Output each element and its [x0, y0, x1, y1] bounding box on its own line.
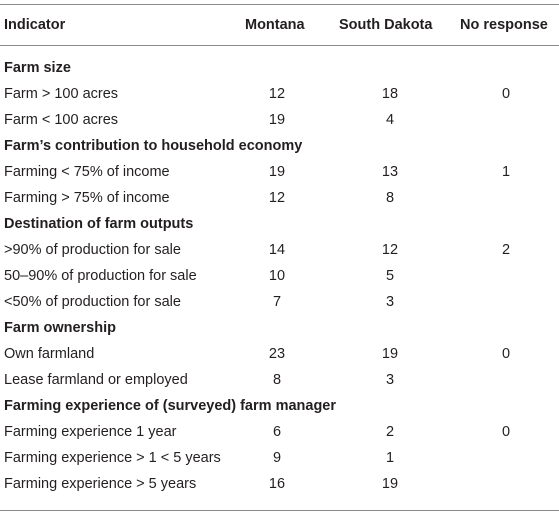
section-title: Farming experience of (surveyed) farm ma…: [4, 398, 337, 414]
montana-cell: 14: [268, 242, 286, 258]
header-south-dakota: South Dakota: [339, 17, 433, 33]
section-title: Farm’s contribution to household economy: [4, 138, 303, 154]
header-indicator: Indicator: [4, 17, 66, 33]
table-bottom-rule: [0, 510, 559, 511]
no-response-cell: 0: [501, 86, 511, 102]
south-dakota-cell: 8: [385, 190, 395, 206]
montana-cell: 7: [272, 294, 282, 310]
indicator-cell: Farm > 100 acres: [4, 86, 119, 102]
table-row: 50–90% of production for sale 10 5: [0, 263, 559, 289]
table-row: Farming > 75% of income 12 8: [0, 185, 559, 211]
south-dakota-cell: 13: [381, 164, 399, 180]
table-row: >90% of production for sale 14 12 2: [0, 237, 559, 263]
indicator-cell: Own farmland: [4, 346, 95, 362]
no-response-cell: 0: [501, 346, 511, 362]
no-response-cell: 0: [501, 424, 511, 440]
indicator-cell: Farming < 75% of income: [4, 164, 170, 180]
section-header-row: Farm size: [0, 55, 559, 81]
montana-cell: 19: [268, 164, 286, 180]
table-row: <50% of production for sale 7 3: [0, 289, 559, 315]
no-response-cell: 2: [501, 242, 511, 258]
montana-cell: 8: [272, 372, 282, 388]
table-top-rule: [0, 4, 559, 5]
section-title: Farm size: [4, 60, 71, 76]
indicator-cell: Farming experience > 5 years: [4, 476, 197, 492]
indicator-cell: <50% of production for sale: [4, 294, 181, 310]
table-row: Farming experience 1 year 6 2 0: [0, 419, 559, 445]
indicator-cell: Farming experience > 1 < 5 years: [4, 450, 221, 466]
table-row: Farm > 100 acres 12 18 0: [0, 81, 559, 107]
table-row: Farm < 100 acres 19 4: [0, 107, 559, 133]
header-rule: [0, 45, 559, 46]
montana-cell: 23: [268, 346, 286, 362]
section-header-row: Farm ownership: [0, 315, 559, 341]
section-title: Farm ownership: [4, 320, 116, 336]
section-header-row: Farming experience of (surveyed) farm ma…: [0, 393, 559, 419]
table-row: Farming experience > 5 years 16 19: [0, 471, 559, 497]
south-dakota-cell: 18: [381, 86, 399, 102]
montana-cell: 19: [268, 112, 286, 128]
south-dakota-cell: 3: [385, 294, 395, 310]
montana-cell: 12: [268, 190, 286, 206]
indicator-cell: Farming > 75% of income: [4, 190, 170, 206]
table-row: Own farmland 23 19 0: [0, 341, 559, 367]
montana-cell: 12: [268, 86, 286, 102]
south-dakota-cell: 12: [381, 242, 399, 258]
table-row: Farming experience > 1 < 5 years 9 1: [0, 445, 559, 471]
south-dakota-cell: 19: [381, 346, 399, 362]
montana-cell: 16: [268, 476, 286, 492]
section-title: Destination of farm outputs: [4, 216, 194, 232]
table-row: Lease farmland or employed 8 3: [0, 367, 559, 393]
indicator-cell: 50–90% of production for sale: [4, 268, 197, 284]
table-row: Farming < 75% of income 19 13 1: [0, 159, 559, 185]
montana-cell: 6: [272, 424, 282, 440]
header-montana: Montana: [245, 17, 305, 33]
south-dakota-cell: 1: [385, 450, 395, 466]
no-response-cell: 1: [501, 164, 511, 180]
montana-cell: 10: [268, 268, 286, 284]
indicator-cell: Farm < 100 acres: [4, 112, 119, 128]
table-header-row: Indicator Montana South Dakota No respon…: [0, 5, 559, 45]
south-dakota-cell: 2: [385, 424, 395, 440]
indicator-cell: >90% of production for sale: [4, 242, 181, 258]
header-no-response: No response: [460, 17, 548, 33]
south-dakota-cell: 19: [381, 476, 399, 492]
indicator-cell: Lease farmland or employed: [4, 372, 188, 388]
south-dakota-cell: 4: [385, 112, 395, 128]
montana-cell: 9: [272, 450, 282, 466]
section-header-row: Farm’s contribution to household economy: [0, 133, 559, 159]
section-header-row: Destination of farm outputs: [0, 211, 559, 237]
indicator-cell: Farming experience 1 year: [4, 424, 177, 440]
south-dakota-cell: 5: [385, 268, 395, 284]
south-dakota-cell: 3: [385, 372, 395, 388]
